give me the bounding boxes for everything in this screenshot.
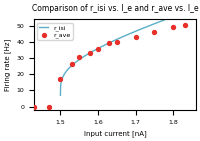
r_ave	[153, 30, 156, 33]
r_ave	[115, 41, 118, 43]
r_isi	[183, 12, 186, 13]
Line: r_isi: r_isi	[60, 12, 185, 95]
Legend: r_isi, r_ave: r_isi, r_ave	[37, 23, 73, 40]
r_isi	[72, 63, 74, 65]
r_isi	[144, 26, 147, 28]
r_ave	[89, 51, 92, 54]
r_isi	[114, 39, 116, 41]
r_ave	[183, 24, 186, 26]
r_isi	[156, 22, 158, 24]
r_isi	[158, 21, 161, 23]
r_ave	[134, 36, 137, 38]
Y-axis label: Firing rate [Hz]: Firing rate [Hz]	[4, 38, 11, 91]
Title: Comparison of r_isi vs. I_e and r_ave vs. I_e: Comparison of r_isi vs. I_e and r_ave vs…	[32, 4, 198, 13]
r_ave	[70, 63, 73, 65]
r_ave	[108, 42, 111, 44]
r_ave	[59, 78, 62, 80]
r_ave	[78, 56, 81, 59]
r_isi	[59, 94, 62, 96]
r_ave	[172, 26, 175, 28]
r_ave	[32, 105, 36, 108]
r_isi	[109, 41, 112, 43]
r_ave	[48, 105, 51, 108]
X-axis label: Input current [nA]: Input current [nA]	[84, 130, 146, 137]
r_ave	[96, 48, 100, 50]
